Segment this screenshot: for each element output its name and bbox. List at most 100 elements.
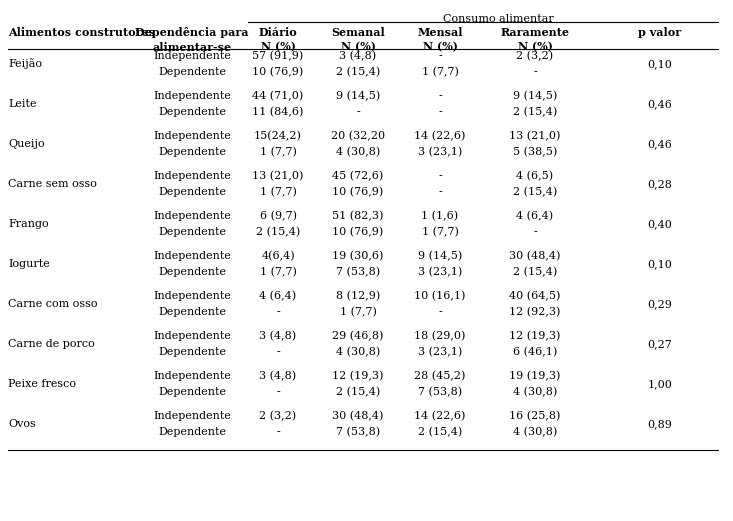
Text: 0,29: 0,29 xyxy=(647,299,672,309)
Text: 10 (76,9): 10 (76,9) xyxy=(332,187,383,197)
Text: Dependente: Dependente xyxy=(158,67,226,77)
Text: -: - xyxy=(438,91,442,101)
Text: Independente: Independente xyxy=(153,51,231,61)
Text: Dependência para
alimentar-se: Dependência para alimentar-se xyxy=(136,27,248,53)
Text: -: - xyxy=(438,171,442,181)
Text: Leite: Leite xyxy=(8,99,37,109)
Text: Consumo alimentar: Consumo alimentar xyxy=(443,14,553,24)
Text: Dependente: Dependente xyxy=(158,387,226,397)
Text: 12 (92,3): 12 (92,3) xyxy=(509,307,561,317)
Text: 0,10: 0,10 xyxy=(647,259,672,269)
Text: 5 (38,5): 5 (38,5) xyxy=(513,147,557,157)
Text: -: - xyxy=(438,51,442,61)
Text: 3 (4,8): 3 (4,8) xyxy=(259,371,297,381)
Text: -: - xyxy=(533,67,537,77)
Text: Carne com osso: Carne com osso xyxy=(8,299,97,309)
Text: 13 (21,0): 13 (21,0) xyxy=(252,171,303,181)
Text: 9 (14,5): 9 (14,5) xyxy=(336,91,380,101)
Text: -: - xyxy=(276,307,280,317)
Text: Independente: Independente xyxy=(153,331,231,341)
Text: Independente: Independente xyxy=(153,411,231,421)
Text: 10 (76,9): 10 (76,9) xyxy=(252,67,303,77)
Text: Carne de porco: Carne de porco xyxy=(8,339,95,349)
Text: 13 (21,0): 13 (21,0) xyxy=(509,131,561,141)
Text: 12 (19,3): 12 (19,3) xyxy=(332,371,383,381)
Text: Independente: Independente xyxy=(153,251,231,261)
Text: Independente: Independente xyxy=(153,131,231,141)
Text: 2 (15,4): 2 (15,4) xyxy=(513,107,557,117)
Text: 4 (30,8): 4 (30,8) xyxy=(336,347,380,357)
Text: Iogurte: Iogurte xyxy=(8,259,50,269)
Text: 4 (30,8): 4 (30,8) xyxy=(336,147,380,157)
Text: 40 (64,5): 40 (64,5) xyxy=(509,291,561,301)
Text: Dependente: Dependente xyxy=(158,147,226,157)
Text: Semanal
N (%): Semanal N (%) xyxy=(331,27,385,53)
Text: 3 (23,1): 3 (23,1) xyxy=(418,267,462,277)
Text: 19 (19,3): 19 (19,3) xyxy=(509,371,561,381)
Text: 2 (15,4): 2 (15,4) xyxy=(418,427,462,437)
Text: 2 (3,2): 2 (3,2) xyxy=(259,411,297,421)
Text: Dependente: Dependente xyxy=(158,427,226,437)
Text: 1 (7,7): 1 (7,7) xyxy=(259,187,296,197)
Text: Carne sem osso: Carne sem osso xyxy=(8,179,97,189)
Text: 7 (53,8): 7 (53,8) xyxy=(418,387,462,397)
Text: -: - xyxy=(356,107,360,117)
Text: 0,89: 0,89 xyxy=(647,419,672,429)
Text: 29 (46,8): 29 (46,8) xyxy=(332,331,383,341)
Text: Independente: Independente xyxy=(153,291,231,301)
Text: 4 (30,8): 4 (30,8) xyxy=(513,387,557,397)
Text: 30 (48,4): 30 (48,4) xyxy=(332,411,383,421)
Text: 3 (23,1): 3 (23,1) xyxy=(418,347,462,357)
Text: 44 (71,0): 44 (71,0) xyxy=(252,91,303,101)
Text: Dependente: Dependente xyxy=(158,227,226,237)
Text: 14 (22,6): 14 (22,6) xyxy=(414,411,465,421)
Text: -: - xyxy=(533,227,537,237)
Text: 1 (7,7): 1 (7,7) xyxy=(259,267,296,277)
Text: 6 (9,7): 6 (9,7) xyxy=(259,211,297,221)
Text: 4 (6,4): 4 (6,4) xyxy=(517,211,553,221)
Text: Feijão: Feijão xyxy=(8,58,42,69)
Text: 16 (25,8): 16 (25,8) xyxy=(509,411,561,421)
Text: -: - xyxy=(276,427,280,437)
Text: -: - xyxy=(276,387,280,397)
Text: 3 (23,1): 3 (23,1) xyxy=(418,147,462,157)
Text: 4 (30,8): 4 (30,8) xyxy=(513,427,557,437)
Text: 45 (72,6): 45 (72,6) xyxy=(332,171,383,181)
Text: 2 (15,4): 2 (15,4) xyxy=(513,267,557,277)
Text: 4(6,4): 4(6,4) xyxy=(261,251,295,261)
Text: Dependente: Dependente xyxy=(158,187,226,197)
Text: 7 (53,8): 7 (53,8) xyxy=(336,427,380,437)
Text: 14 (22,6): 14 (22,6) xyxy=(414,131,465,141)
Text: -: - xyxy=(438,307,442,317)
Text: 2 (15,4): 2 (15,4) xyxy=(256,227,300,237)
Text: 11 (84,6): 11 (84,6) xyxy=(252,107,303,117)
Text: 3 (4,8): 3 (4,8) xyxy=(339,51,377,61)
Text: Independente: Independente xyxy=(153,91,231,101)
Text: 0,46: 0,46 xyxy=(647,99,672,109)
Text: -: - xyxy=(438,107,442,117)
Text: -: - xyxy=(438,187,442,197)
Text: 1 (7,7): 1 (7,7) xyxy=(259,147,296,157)
Text: 3 (4,8): 3 (4,8) xyxy=(259,331,297,341)
Text: Mensal
N (%): Mensal N (%) xyxy=(417,27,463,53)
Text: 0,46: 0,46 xyxy=(647,139,672,149)
Text: 18 (29,0): 18 (29,0) xyxy=(414,331,465,341)
Text: 28 (45,2): 28 (45,2) xyxy=(414,371,465,381)
Text: Raramente
N (%): Raramente N (%) xyxy=(501,27,570,53)
Text: Dependente: Dependente xyxy=(158,307,226,317)
Text: 2 (3,2): 2 (3,2) xyxy=(517,51,553,61)
Text: 20 (32,20: 20 (32,20 xyxy=(331,131,385,141)
Text: 9 (14,5): 9 (14,5) xyxy=(513,91,557,101)
Text: 6 (46,1): 6 (46,1) xyxy=(513,347,557,357)
Text: Frango: Frango xyxy=(8,219,48,229)
Text: 15(24,2): 15(24,2) xyxy=(254,131,302,141)
Text: 2 (15,4): 2 (15,4) xyxy=(336,67,380,77)
Text: 30 (48,4): 30 (48,4) xyxy=(509,251,561,261)
Text: Independente: Independente xyxy=(153,371,231,381)
Text: 51 (82,3): 51 (82,3) xyxy=(332,211,383,221)
Text: Dependente: Dependente xyxy=(158,267,226,277)
Text: 19 (30,6): 19 (30,6) xyxy=(332,251,383,261)
Text: 1 (1,6): 1 (1,6) xyxy=(421,211,459,221)
Text: 0,28: 0,28 xyxy=(647,179,672,189)
Text: 1 (7,7): 1 (7,7) xyxy=(421,67,458,77)
